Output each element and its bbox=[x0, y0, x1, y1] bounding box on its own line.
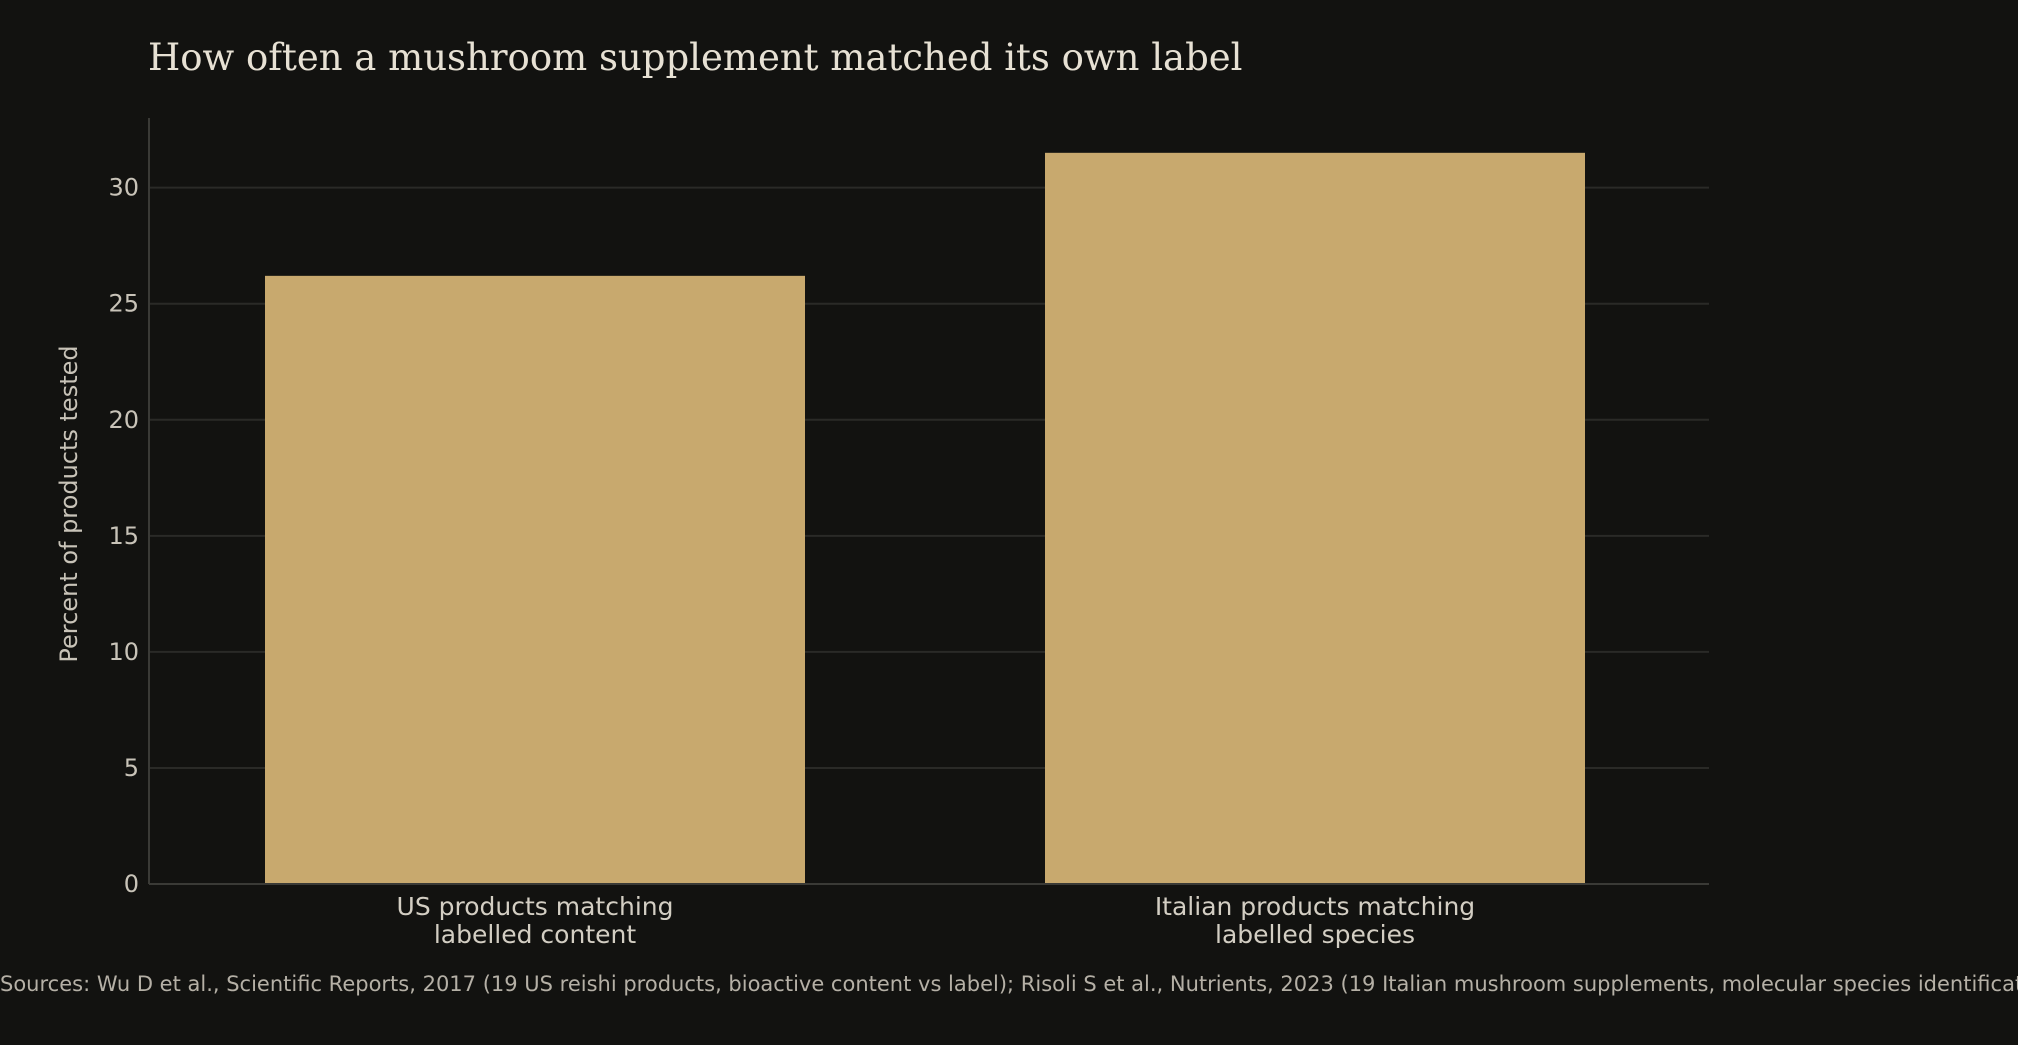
y-tick-label: 5 bbox=[124, 754, 139, 782]
y-tick-label: 0 bbox=[124, 870, 139, 898]
chart-title: How often a mushroom supplement matched … bbox=[148, 36, 1243, 79]
bar bbox=[265, 275, 805, 885]
bar bbox=[1045, 152, 1585, 884]
y-tick-label: 10 bbox=[108, 638, 139, 666]
y-tick-label: 30 bbox=[108, 174, 139, 202]
y-tick-label: 20 bbox=[108, 406, 139, 434]
x-tick-label: Italian products matching labelled specie… bbox=[1155, 892, 1475, 949]
y-tick-label: 25 bbox=[108, 290, 139, 318]
x-tick-label: US products matching labelled content bbox=[397, 892, 674, 949]
source-note: Sources: Wu D et al., Scientific Reports… bbox=[0, 972, 2018, 996]
y-tick-label: 15 bbox=[108, 522, 139, 550]
